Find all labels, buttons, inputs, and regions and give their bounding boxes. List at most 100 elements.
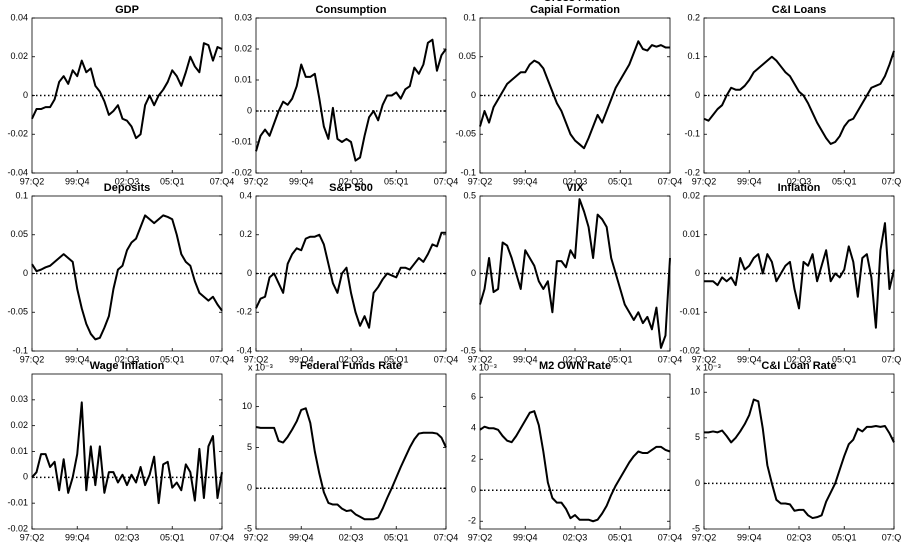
y-tick-label: -0.01 bbox=[231, 136, 252, 146]
y-tick-label: 0 bbox=[471, 268, 476, 278]
y-tick-label: -0.2 bbox=[684, 167, 700, 177]
y-tick-label: 0.05 bbox=[458, 51, 476, 61]
y-tick-label: -0.4 bbox=[236, 345, 252, 355]
x-tick-label: 99:Q4 bbox=[737, 354, 762, 364]
panel: Wage Inflation -0.02 -0.01 0 0.01 0.02 0.03 97:… bbox=[7, 360, 234, 542]
y-tick-label: 0.02 bbox=[10, 51, 28, 61]
panel-title: S&P 500 bbox=[329, 182, 373, 194]
x-tick-label: 07:Q4 bbox=[434, 354, 459, 364]
x-tick-label: 99:Q4 bbox=[65, 532, 90, 542]
panel: Gross FixedCapial Formation -0.1 -0.05 0 0.0… bbox=[455, 0, 682, 186]
x-tick-label: 07:Q4 bbox=[658, 354, 683, 364]
y-tick-label: -0.02 bbox=[679, 345, 700, 355]
panel-title: C&I Loans bbox=[772, 4, 826, 16]
y-tick-label: 0.2 bbox=[687, 12, 700, 22]
y-tick-label: -0.05 bbox=[455, 129, 476, 139]
x-tick-label: 07:Q4 bbox=[434, 532, 459, 542]
x-tick-label: 02:Q3 bbox=[339, 532, 364, 542]
y-tick-label: 10 bbox=[242, 401, 252, 411]
data-line bbox=[255, 407, 447, 521]
x-tick-label: 02:Q3 bbox=[563, 354, 588, 364]
x-tick-label: 05:Q1 bbox=[384, 354, 409, 364]
x-tick-label: 99:Q4 bbox=[289, 532, 314, 542]
y-tick-label: 0 bbox=[471, 485, 476, 495]
y-tick-label: 6 bbox=[471, 392, 476, 402]
y-tick-label: -0.02 bbox=[231, 167, 252, 177]
y-tick-label: -0.05 bbox=[7, 307, 28, 317]
y-tick-label: -0.02 bbox=[7, 129, 28, 139]
data-line bbox=[31, 401, 223, 505]
x-tick-label: 97:Q2 bbox=[692, 532, 717, 542]
y-tick-label: 0 bbox=[23, 90, 28, 100]
x-tick-label: 02:Q3 bbox=[563, 532, 588, 542]
y-tick-label: 0.02 bbox=[10, 420, 28, 430]
x-tick-label: 99:Q4 bbox=[737, 176, 762, 186]
x-tick-label: 97:Q2 bbox=[244, 532, 269, 542]
y-tick-label: 0 bbox=[695, 478, 700, 488]
x-tick-label: 99:Q4 bbox=[65, 176, 90, 186]
x-tick-label: 05:Q1 bbox=[832, 176, 857, 186]
y-tick-label: -2 bbox=[468, 516, 476, 526]
plot-frame bbox=[31, 373, 223, 530]
plot-frame bbox=[255, 17, 447, 174]
x-tick-label: 07:Q4 bbox=[210, 176, 235, 186]
y-tick-label: 5 bbox=[695, 432, 700, 442]
x-tick-label: 07:Q4 bbox=[882, 532, 901, 542]
y-tick-label: 0.03 bbox=[10, 394, 28, 404]
panel: VIX -0.5 0 0.5 97:Q2 99:Q4 02:Q3 05:Q1 07:Q4 bbox=[460, 182, 682, 364]
panel-title: Wage Inflation bbox=[90, 360, 165, 372]
y-tick-label: 0.01 bbox=[10, 446, 28, 456]
x-tick-label: 05:Q1 bbox=[160, 532, 185, 542]
data-line bbox=[704, 398, 895, 520]
y-tick-label: 0.2 bbox=[239, 229, 252, 239]
y-tick-label: 0.5 bbox=[463, 190, 476, 200]
x-tick-label: 07:Q4 bbox=[658, 532, 683, 542]
x-tick-label: 97:Q2 bbox=[20, 532, 45, 542]
y-scale-label: x 10⁻³ bbox=[696, 362, 721, 372]
x-tick-label: 99:Q4 bbox=[289, 354, 314, 364]
panel: Consumption -0.02 -0.01 0 0.01 0.02 0.03 97:Q2 9… bbox=[231, 4, 458, 186]
x-tick-label: 97:Q2 bbox=[692, 176, 717, 186]
y-tick-label: 0.4 bbox=[239, 190, 252, 200]
y-tick-label: 10 bbox=[690, 387, 700, 397]
y-tick-label: 4 bbox=[471, 423, 476, 433]
y-tick-label: 0 bbox=[471, 90, 476, 100]
x-tick-label: 99:Q4 bbox=[513, 354, 538, 364]
y-tick-label: -5 bbox=[244, 523, 252, 533]
panel-title: C&I Loan Rate bbox=[761, 360, 836, 372]
x-tick-label: 97:Q2 bbox=[692, 354, 717, 364]
y-tick-label: -0.01 bbox=[7, 498, 28, 508]
x-tick-label: 02:Q3 bbox=[563, 176, 588, 186]
x-tick-label: 97:Q2 bbox=[244, 176, 269, 186]
x-tick-label: 05:Q1 bbox=[832, 354, 857, 364]
y-tick-label: 5 bbox=[247, 442, 252, 452]
data-line bbox=[479, 410, 671, 523]
x-tick-label: 97:Q2 bbox=[468, 176, 493, 186]
y-tick-label: -5 bbox=[692, 523, 700, 533]
panel: M2 OWN Rate x 10⁻³ -2 0 2 4 6 97:Q2 99:Q4 02:Q3 05… bbox=[468, 360, 683, 542]
x-tick-label: 97:Q2 bbox=[468, 354, 493, 364]
y-tick-label: -0.04 bbox=[7, 167, 28, 177]
x-tick-label: 99:Q4 bbox=[289, 176, 314, 186]
y-scale-label: x 10⁻³ bbox=[472, 362, 497, 372]
y-tick-label: -0.02 bbox=[7, 523, 28, 533]
y-tick-label: 0 bbox=[695, 268, 700, 278]
y-tick-label: 0 bbox=[247, 268, 252, 278]
data-line bbox=[479, 198, 671, 349]
data-line bbox=[255, 231, 446, 329]
y-tick-label: 0.05 bbox=[10, 229, 28, 239]
panel-title: Capial Formation bbox=[530, 4, 620, 16]
x-tick-label: 05:Q1 bbox=[384, 176, 409, 186]
x-tick-label: 02:Q3 bbox=[787, 532, 812, 542]
y-tick-label: 0.04 bbox=[10, 12, 28, 22]
y-tick-label: -0.1 bbox=[12, 345, 28, 355]
data-line bbox=[31, 42, 223, 140]
x-tick-label: 02:Q3 bbox=[787, 176, 812, 186]
x-tick-label: 97:Q2 bbox=[468, 532, 493, 542]
x-tick-label: 99:Q4 bbox=[65, 354, 90, 364]
panel: C&I Loans -0.2 -0.1 0 0.1 0.2 97:Q2 99:Q4 02:Q3 0… bbox=[684, 4, 901, 186]
panel: S&P 500 -0.4 -0.2 0 0.2 0.4 97:Q2 99:Q4 02:Q3 05:… bbox=[236, 182, 458, 364]
y-tick-label: 0.1 bbox=[687, 51, 700, 61]
x-tick-label: 05:Q1 bbox=[608, 354, 633, 364]
